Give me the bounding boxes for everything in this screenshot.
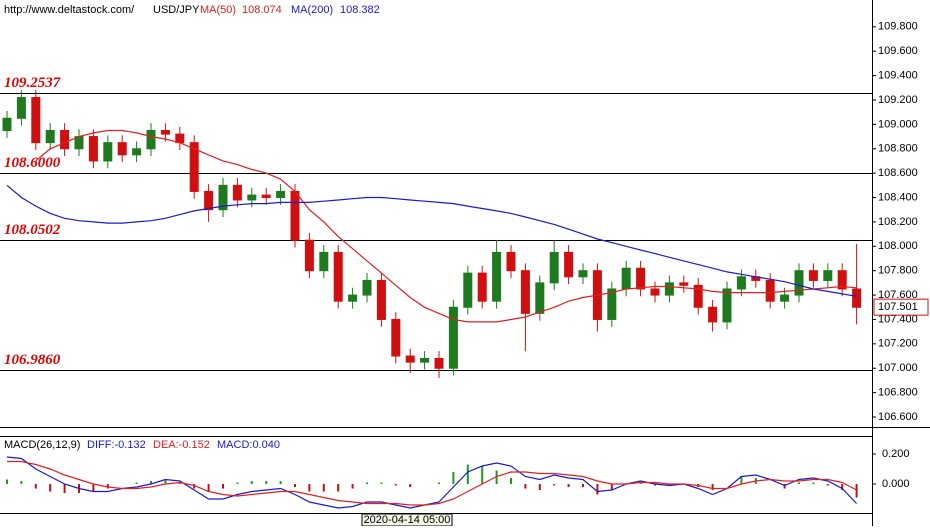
candle-body <box>564 251 574 278</box>
y-tick-label: 108.000 <box>878 240 918 252</box>
ma-value: 108.382 <box>340 4 380 16</box>
y-tick-label: 108.400 <box>878 191 918 203</box>
y-tick-label: 107.600 <box>878 289 918 301</box>
candle-body <box>348 294 358 302</box>
candle-body <box>247 194 257 201</box>
y-tick-label: 109.600 <box>878 45 918 57</box>
candle-body <box>204 190 214 211</box>
candle-body <box>333 251 343 302</box>
candle-body <box>852 288 862 308</box>
candle-body <box>218 184 228 211</box>
ma-name: MA(50) <box>200 4 236 16</box>
y-tick-label: 0.200 <box>882 448 910 460</box>
ma-line <box>6 184 857 297</box>
candle-body <box>808 270 818 281</box>
candle-body <box>492 251 502 302</box>
candle-body <box>578 270 588 278</box>
dea-label: DEA:-0.152 <box>153 439 210 451</box>
y-tick-label: 107.000 <box>878 362 918 374</box>
candle-body <box>103 142 113 162</box>
y-tick-label: 109.800 <box>878 21 918 33</box>
candle-body <box>520 270 530 314</box>
y-tick-label: 109.000 <box>878 118 918 130</box>
candle-body <box>376 279 386 320</box>
candle-body <box>232 184 242 201</box>
candle-body <box>722 288 732 323</box>
candle-body <box>261 194 271 199</box>
last-price-box <box>873 298 929 316</box>
candle-body <box>693 284 703 308</box>
candle-body <box>88 136 98 162</box>
y-tick-label: 107.400 <box>878 313 918 325</box>
level-label: 109.2537 <box>4 75 61 91</box>
diff-label: DIFF:-0.132 <box>87 439 146 451</box>
candle-body <box>679 282 689 286</box>
candle-body <box>837 270 847 290</box>
candle-body <box>636 267 646 290</box>
candle-body <box>362 279 372 296</box>
candle-body <box>765 279 775 302</box>
candle-body <box>794 270 804 296</box>
y-tick-label: 106.800 <box>878 387 918 399</box>
level-label: 108.6000 <box>4 155 61 171</box>
candle-body <box>607 288 617 320</box>
candle-body <box>319 251 329 272</box>
candle-body <box>189 142 199 192</box>
y-tick-label: 109.400 <box>878 70 918 82</box>
candle-body <box>2 117 12 131</box>
candle-body <box>31 97 41 144</box>
candle-body <box>650 288 660 296</box>
y-tick-label: 106.600 <box>878 411 918 423</box>
last-price: 107.501 <box>878 301 918 313</box>
candle-body <box>304 239 314 272</box>
macd-line <box>6 456 858 509</box>
y-tick-label: 109.200 <box>878 94 918 106</box>
candle-body <box>16 97 26 119</box>
y-tick-label: 108.200 <box>878 216 918 228</box>
y-tick-label: 108.800 <box>878 143 918 155</box>
candle-body <box>448 306 458 369</box>
ma-line <box>35 129 857 323</box>
candle-body <box>477 272 487 302</box>
y-tick-label: 107.200 <box>878 338 918 350</box>
candle-body <box>391 318 401 357</box>
level-label: 108.0502 <box>4 222 61 238</box>
candle-body <box>290 190 300 241</box>
candle-body <box>434 357 444 369</box>
time-label: 2020-04-14 05:00 <box>364 514 451 526</box>
candle-body <box>45 129 55 144</box>
macd-title: MACD(26,12,9) <box>4 439 80 451</box>
candle-body <box>549 251 559 284</box>
symbol: USD/JPY <box>153 4 200 16</box>
candle-body <box>160 129 170 135</box>
candle-body <box>146 129 156 150</box>
candle-body <box>405 355 415 363</box>
candle-body <box>117 142 127 156</box>
source: http://www.deltastock.com/ <box>4 4 135 16</box>
candle-body <box>535 282 545 314</box>
level-label: 106.9860 <box>4 352 61 368</box>
macd-label: MACD:0.040 <box>217 439 280 451</box>
candle-body <box>708 306 718 323</box>
candle-body <box>506 251 516 272</box>
y-tick-label: 0.000 <box>882 478 910 490</box>
macd-line <box>7 460 857 506</box>
ma-value: 108.074 <box>242 4 282 16</box>
candle-body <box>463 272 473 308</box>
candle-body <box>132 148 142 156</box>
candle-body <box>621 267 631 290</box>
y-tick-label: 107.800 <box>878 265 918 277</box>
candle-body <box>664 282 674 296</box>
candle-body <box>823 270 833 281</box>
y-tick-label: 108.600 <box>878 167 918 179</box>
candle-body <box>276 190 286 199</box>
candle-body <box>780 294 790 302</box>
ma-name: MA(200) <box>291 4 333 16</box>
candle-body <box>736 276 746 290</box>
candle-body <box>420 357 430 363</box>
candle-body <box>60 129 70 150</box>
